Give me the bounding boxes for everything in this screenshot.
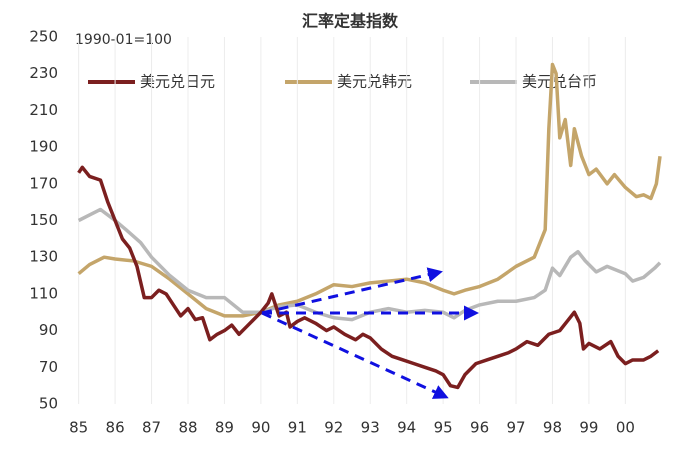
- y-tick-label: 190: [29, 138, 58, 156]
- x-tick-label: 86: [106, 419, 125, 437]
- y-tick-label: 130: [29, 248, 58, 266]
- x-tick-label: 92: [324, 419, 343, 437]
- legend-label: 美元兑台币: [522, 73, 597, 91]
- x-tick-label: 85: [69, 419, 88, 437]
- x-tick-label: 87: [142, 419, 161, 437]
- x-tick-label: 98: [543, 419, 562, 437]
- x-tick-label: 97: [506, 419, 525, 437]
- x-tick-label: 88: [178, 419, 197, 437]
- y-tick-label: 150: [29, 211, 58, 229]
- legend: 美元兑日元 美元兑韩元 美元兑台币: [88, 73, 597, 91]
- y-tick-label: 70: [39, 358, 58, 376]
- x-tick-label: 90: [251, 419, 270, 437]
- x-tick-label: 99: [579, 419, 598, 437]
- chart-title: 汇率定基指数: [302, 12, 399, 31]
- arrow: [261, 267, 443, 315]
- x-tick-label: 00: [616, 419, 635, 437]
- y-tick-label: 230: [29, 64, 58, 82]
- y-tick-label: 110: [29, 284, 58, 302]
- series-line: [77, 62, 662, 318]
- x-tick-label: 93: [361, 419, 380, 437]
- annotation: 1990-01=100: [75, 32, 172, 48]
- legend-label: 美元兑韩元: [337, 73, 412, 91]
- y-tick-label: 170: [29, 174, 58, 192]
- x-tick-label: 96: [470, 419, 489, 437]
- plot: 50 70 90 110 130 150 170 190 210 230 250 85 86 87 88 89…: [29, 28, 662, 437]
- y-tick-label: 210: [29, 101, 58, 119]
- x-tick-label: 89: [215, 419, 234, 437]
- series-line: [77, 165, 660, 390]
- arrows: [261, 267, 479, 399]
- x-tick-label: 91: [288, 419, 307, 437]
- y-tick-label: 90: [39, 321, 58, 339]
- legend-label: 美元兑日元: [140, 73, 215, 91]
- x-tick-label: 94: [397, 419, 416, 437]
- series-line: [77, 207, 662, 322]
- y-tick-label: 50: [39, 395, 58, 413]
- x-tick-label: 95: [434, 419, 453, 437]
- y-tick-label: 250: [29, 28, 58, 46]
